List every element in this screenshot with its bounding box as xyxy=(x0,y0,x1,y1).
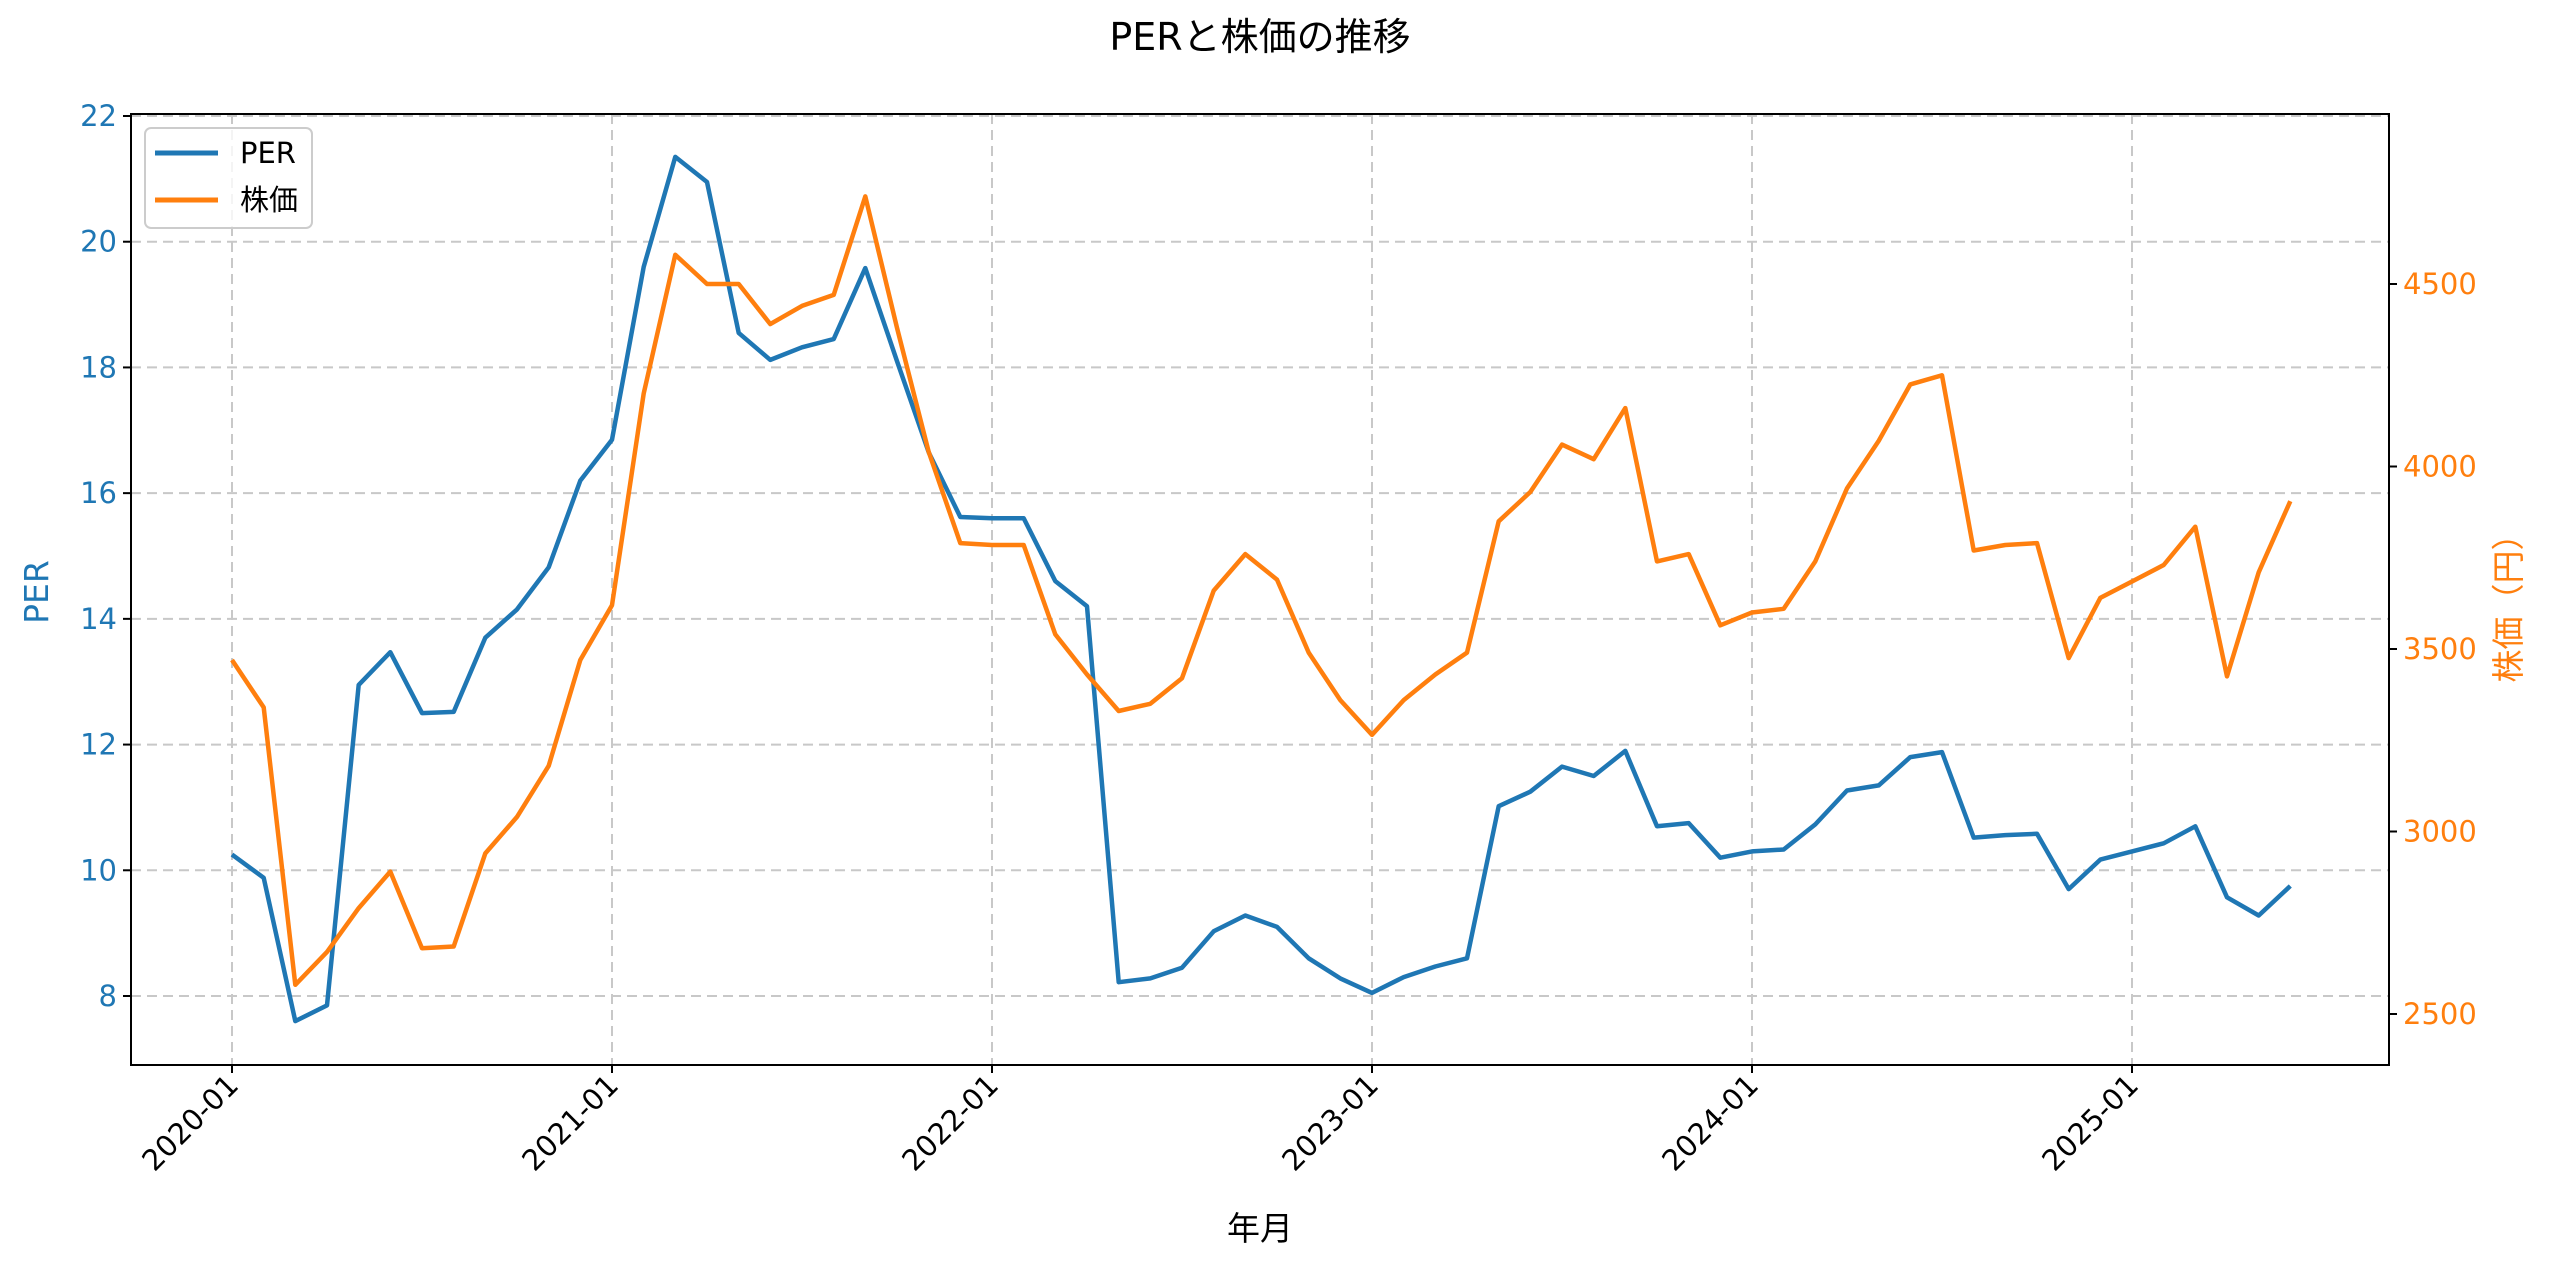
left-tick-label: 10 xyxy=(80,853,117,887)
left-tick-label: 22 xyxy=(80,99,117,133)
right-tick-label: 3000 xyxy=(2403,815,2477,849)
legend-per-label: PER xyxy=(240,136,296,170)
legend-price-label: 株価 xyxy=(240,183,298,217)
right-y-axis-label: 株価（円） xyxy=(2489,518,2528,683)
x-axis-label: 年月 xyxy=(1227,1209,1293,1248)
right-tick-label: 4500 xyxy=(2403,267,2477,301)
right-tick-label: 4000 xyxy=(2403,450,2477,484)
per-line xyxy=(230,154,2292,1024)
x-tick-label: 2023-01 xyxy=(1275,1068,1385,1178)
x-tick-label: 2024-01 xyxy=(1655,1068,1765,1178)
left-tick-label: 20 xyxy=(80,225,117,259)
left-tick-label: 12 xyxy=(80,728,117,762)
right-tick-label: 3500 xyxy=(2403,632,2477,666)
grid-lines xyxy=(131,114,2389,1065)
right-y-axis: 2500 3000 3500 4000 4500 xyxy=(2389,267,2477,1031)
left-tick-label: 14 xyxy=(80,602,117,636)
plot-frame xyxy=(130,113,2390,1066)
price-line xyxy=(230,194,2293,988)
left-tick-label: 18 xyxy=(80,350,117,384)
data-series xyxy=(230,154,2293,1024)
x-axis: 2020-01 2021-01 2022-01 2023-01 2024-01 2025-… xyxy=(135,1065,2145,1178)
left-tick-label: 16 xyxy=(80,476,117,510)
left-y-axis: 8 10 12 14 16 18 20 22 xyxy=(80,99,131,1013)
x-tick-label: 2020-01 xyxy=(135,1068,245,1178)
left-y-axis-label: PER xyxy=(17,560,56,624)
right-tick-label: 2500 xyxy=(2403,997,2477,1031)
legend: PER 株価 xyxy=(144,127,313,229)
x-tick-label: 2021-01 xyxy=(515,1068,625,1178)
x-tick-label: 2025-01 xyxy=(2035,1068,2145,1178)
left-tick-label: 8 xyxy=(99,979,117,1013)
chart-title: PERと株価の推移 xyxy=(1109,15,1410,59)
x-tick-label: 2022-01 xyxy=(895,1068,1005,1178)
